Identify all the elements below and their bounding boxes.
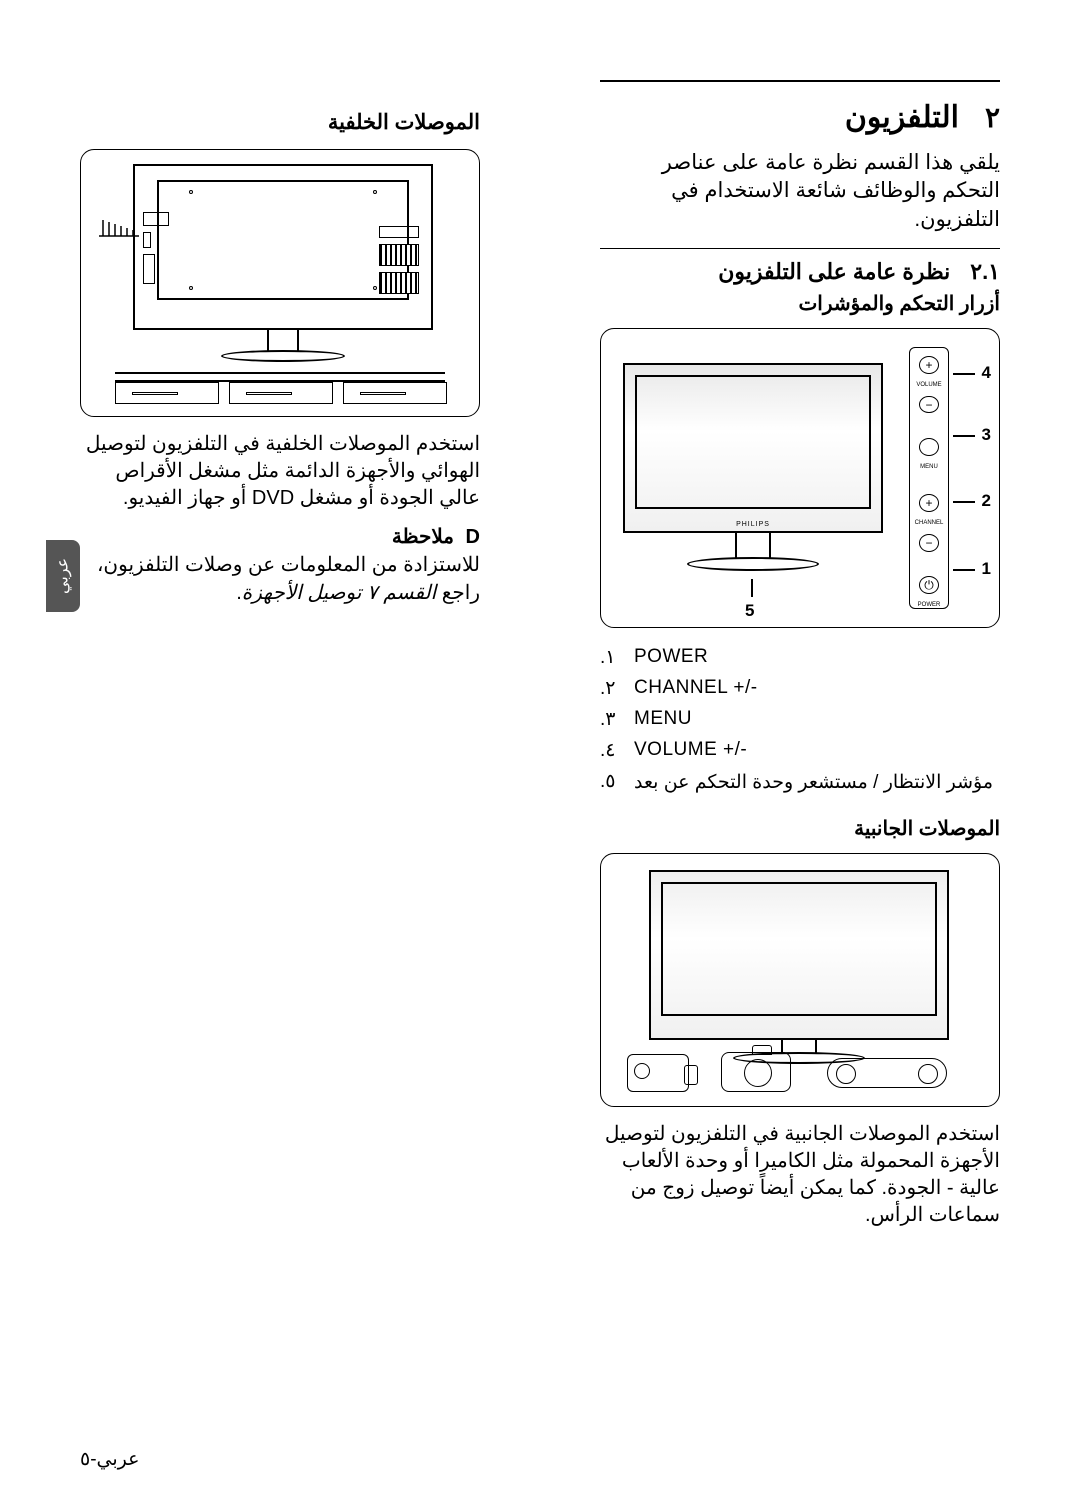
section-title-row: ٢ التلفزيون — [600, 100, 1000, 135]
note-body-ital: القسم ٧ توصيل الأجهزة — [242, 582, 436, 604]
list-num: ٢. — [600, 677, 622, 700]
note-label: ملاحظة — [392, 526, 454, 548]
callout-2: 2 — [982, 491, 991, 511]
channel-label: CHANNEL — [915, 520, 944, 526]
volume-up-icon: + — [919, 356, 939, 374]
callout-line-1 — [953, 569, 975, 571]
note-body: للاستزادة من المعلومات عن وصلات التلفزيو… — [80, 551, 480, 607]
list-num: ٥. — [600, 770, 622, 796]
note-heading: D ملاحظة — [80, 524, 480, 549]
volume-down-icon: − — [919, 396, 939, 414]
callout-line-4 — [953, 373, 975, 375]
list-num: ٤. — [600, 739, 622, 762]
list-item: ٤. VOLUME +/- — [600, 739, 1000, 762]
figure-controls: PHILIPS + VOLUME − MENU + CHANNEL − ⏻ PO… — [600, 328, 1000, 628]
channel-up-icon: + — [919, 494, 939, 512]
intro-text: يلقي هذا القسم نظرة عامة على عناصر التحك… — [600, 149, 1000, 234]
list-item: ٣. MENU — [600, 708, 1000, 731]
screw-icon — [373, 190, 377, 194]
rear-connectors-heading: الموصلات الخلفية — [80, 110, 480, 135]
camcorder-icon — [627, 1054, 689, 1092]
note-d-letter: D — [466, 526, 480, 549]
callout-line-2 — [953, 501, 975, 503]
port-icon — [379, 226, 419, 238]
subsection-title: نظرة عامة على التلفزيون — [718, 259, 950, 285]
tv-base — [687, 557, 819, 571]
antenna-icon — [95, 216, 143, 238]
game-console-icon — [827, 1058, 947, 1088]
list-label: POWER — [634, 646, 708, 669]
list-item: ٥. مؤشر الانتظار / مستشعر وحدة التحكم عن… — [600, 770, 1000, 796]
controls-list: ١. POWER ٢. CHANNEL +/- ٣. MENU ٤. VOLUM… — [600, 646, 1000, 796]
list-num: ١. — [600, 646, 622, 669]
subsection-rule — [600, 248, 1000, 249]
power-label: POWER — [918, 602, 941, 608]
callout-4: 4 — [982, 363, 991, 383]
tv-screen — [635, 375, 871, 509]
port-array-icon — [379, 272, 419, 294]
list-label: مؤشر الانتظار / مستشعر وحدة التحكم عن بع… — [634, 770, 993, 796]
power-button-icon: ⏻ — [919, 576, 939, 594]
list-num: ٣. — [600, 708, 622, 731]
tv-screen-2 — [661, 882, 937, 1016]
controls-heading: أزرار التحكم والمؤشرات — [600, 291, 1000, 316]
subsection-number: ٢.١ — [970, 259, 1000, 285]
list-label: CHANNEL +/- — [634, 677, 758, 700]
subsection-title-row: ٢.١ نظرة عامة على التلفزيون — [600, 259, 1000, 285]
callout-5: 5 — [745, 601, 754, 621]
tv-neck-3 — [267, 330, 299, 352]
screw-icon — [373, 286, 377, 290]
section-number: ٢ — [985, 101, 1000, 134]
tv-logo: PHILIPS — [736, 521, 770, 528]
page-number: عربي-٥ — [80, 1448, 140, 1471]
shelf-line — [115, 372, 445, 374]
list-label: VOLUME +/- — [634, 739, 747, 762]
list-label: MENU — [634, 708, 692, 731]
tv-front: PHILIPS — [623, 363, 883, 533]
player-device-icon — [229, 382, 333, 404]
callout-line-3 — [953, 435, 975, 437]
callout-3: 3 — [982, 425, 991, 445]
port-array-icon — [379, 244, 419, 266]
list-item: ٢. CHANNEL +/- — [600, 677, 1000, 700]
channel-down-icon: − — [919, 534, 939, 552]
button-panel: + VOLUME − MENU + CHANNEL − ⏻ POWER — [909, 347, 949, 609]
side-connectors-text: استخدم الموصلات الجانبية في التلفزيون لت… — [600, 1121, 1000, 1229]
port-icon — [143, 232, 151, 248]
camera-icon — [721, 1052, 791, 1092]
port-icon — [143, 212, 169, 226]
callout-1: 1 — [982, 559, 991, 579]
menu-button-icon — [919, 438, 939, 456]
volume-label: VOLUME — [916, 382, 941, 388]
player-device-icon — [343, 382, 447, 404]
section-rule — [600, 80, 1000, 82]
player-device-icon — [115, 382, 219, 404]
list-item: ١. POWER — [600, 646, 1000, 669]
figure-side-connectors — [600, 853, 1000, 1107]
tv-back-plate — [157, 180, 409, 300]
callout-line-5 — [751, 579, 753, 597]
side-connectors-heading: الموصلات الجانبية — [600, 816, 1000, 841]
screw-icon — [189, 286, 193, 290]
tv-neck — [735, 533, 771, 559]
language-tab: عربي — [46, 540, 80, 612]
figure-rear-connectors — [80, 149, 480, 417]
section-title: التلفزيون — [845, 100, 959, 135]
rear-connectors-text: استخدم الموصلات الخلفية في التلفزيون لتو… — [80, 431, 480, 512]
tv-front-2 — [649, 870, 949, 1040]
menu-label: MENU — [920, 464, 938, 470]
screw-icon — [189, 190, 193, 194]
tv-base-3 — [221, 350, 345, 362]
port-icon — [143, 254, 155, 284]
